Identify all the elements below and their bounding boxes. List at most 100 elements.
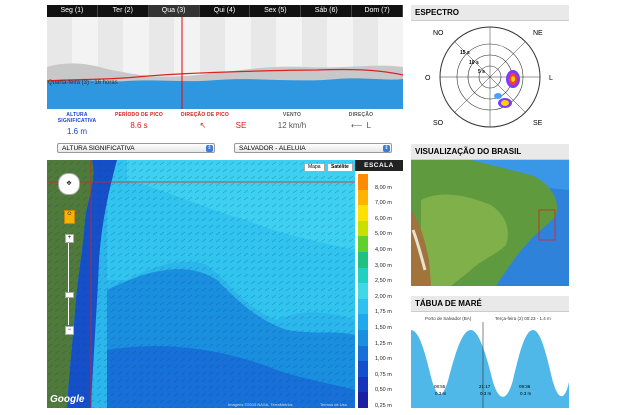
scale-swatch [358, 220, 368, 237]
scale-label: 8,00 m [375, 184, 392, 191]
zoom-slider-track[interactable] [68, 243, 69, 325]
scale-label: 1,75 m [375, 309, 392, 316]
scale-row: 8,00 m [355, 174, 403, 191]
stat-item: PERÍODO DE PICO 8.6 s [109, 112, 169, 130]
scale-label: 1,00 m [375, 356, 392, 363]
scale-row: 5,00 m [355, 220, 403, 238]
stat-item: DIREÇÃO ⟵ L [331, 112, 391, 130]
map-type-satellite[interactable]: Satélite [327, 163, 353, 172]
location-select[interactable]: SALVADOR - ALELUIA ⇕ [234, 143, 392, 153]
pan-arrows-icon: ✥ [66, 181, 72, 187]
tide-port: Porto de Salvador (BA) [425, 316, 472, 321]
zoom-slider-handle[interactable] [65, 292, 74, 298]
dir-label-ne: NE [533, 30, 543, 37]
tide-curve-area [411, 330, 569, 408]
scale-row: 1,75 m [355, 298, 403, 316]
day-tab[interactable]: Sáb (6) [301, 5, 353, 17]
brasil-overview-map[interactable] [411, 160, 569, 286]
stat-value: 1.6 m [47, 127, 107, 136]
scale-swatch [358, 314, 368, 330]
scale-row: 0,50 m [355, 376, 403, 393]
brasil-title: VISUALIZAÇÃO DO BRASIL [411, 144, 569, 160]
stat-value-text: 1.6 m [66, 127, 87, 136]
scale-swatch [358, 189, 368, 206]
cursor-time-label: Quarta-feira (3) - 16 horas [48, 80, 118, 86]
scale-row: 0,25 m [355, 392, 403, 409]
day-tab[interactable]: Ter (2) [98, 5, 149, 17]
ring-label-5: 5 s [478, 69, 485, 75]
scale-row: 4,00 m [355, 236, 403, 253]
scale-swatch [358, 298, 368, 315]
map-pan-control[interactable]: ✥ [58, 173, 80, 195]
scale-swatch [358, 283, 368, 299]
day-tab[interactable]: Sex (5) [250, 5, 302, 17]
scale-swatch [358, 376, 368, 393]
tide-low-3-time: 09:36 [519, 384, 531, 389]
scale-label: 6,00 m [375, 215, 392, 222]
stat-value: SE [211, 121, 271, 130]
scale-row: 0,75 m [355, 361, 403, 378]
day-tab[interactable]: Seg (1) [47, 5, 98, 17]
location-select-value: SALVADOR - ALELUIA [239, 145, 306, 152]
scale-label: 7,00 m [375, 200, 392, 207]
scale-label: 5,00 m [375, 231, 392, 238]
scale-label: 2,50 m [375, 278, 392, 285]
stat-label: VENTO [282, 112, 302, 118]
scale-label: 3,00 m [375, 262, 392, 269]
week-day-bar: Seg (1) Ter (2) Qua (3) Qui (4) Sex (5) Sáb (… [47, 5, 404, 17]
spectrum-polar-chart: NO NE O L SO SE 15 s 10 s 5 s [411, 21, 569, 137]
arrow-icon: ↖ [199, 121, 207, 130]
variable-select-value: ALTURA SIGNIFICATIVA [62, 145, 135, 152]
chevron-down-icon: ⇕ [383, 145, 390, 152]
wave-height-area [47, 78, 403, 109]
zoom-in-button[interactable]: + [65, 234, 74, 243]
stat-value-text: 12 km/h [277, 121, 307, 130]
scale-swatch [358, 236, 368, 252]
forecast-stats: ALTURA SIGNIFICATIVA 1.6 m PERÍODO DE PICO… [47, 112, 403, 138]
scale-title: ESCALA [355, 160, 403, 171]
forecast-chart[interactable] [47, 17, 403, 109]
zoom-out-button[interactable]: − [65, 326, 74, 335]
tide-low-1-val: 0.3 m [435, 391, 447, 396]
dir-label-se: SE [533, 120, 543, 127]
scale-label: 1,25 m [375, 340, 392, 347]
ring-label-10: 10 s [469, 60, 479, 66]
scale-row: 1,00 m [355, 345, 403, 363]
scale-row: 2,50 m [355, 267, 403, 285]
tide-date: Terça-feira (2) 00:23 - 1.4 m [495, 316, 551, 321]
tide-title: TÁBUA DE MARÉ [411, 296, 569, 312]
dir-label-so: SO [433, 120, 444, 127]
stat-value-text: L [366, 121, 371, 130]
chevron-down-icon: ⇕ [206, 145, 213, 152]
stat-value: ↖ [175, 121, 235, 130]
minus-icon: − [67, 327, 72, 333]
tide-day-1: Segunda-feira [421, 332, 459, 338]
variable-select[interactable]: ALTURA SIGNIFICATIVA ⇕ [57, 143, 215, 153]
map-type-map[interactable]: Mapa [304, 163, 325, 172]
stat-item: DIREÇÃO DE PICO ↖ [175, 112, 235, 130]
scale-row: 3,00 m [355, 252, 403, 269]
day-tab[interactable]: Qua (3) [148, 5, 200, 17]
terms-link[interactable]: Termos de Uso [320, 402, 347, 407]
stat-value: ⟵ L [331, 121, 391, 130]
tide-low-3-val: 0.3 m [520, 391, 532, 396]
wave-map[interactable] [47, 160, 355, 408]
scale-label: 1,50 m [375, 324, 392, 331]
day-tab[interactable]: Qui (4) [200, 5, 251, 17]
stat-item: ALTURA SIGNIFICATIVA 1.6 m [47, 112, 107, 136]
scale-row: 1,50 m [355, 314, 403, 331]
dir-label-l: L [549, 75, 553, 82]
google-logo: Google [50, 394, 85, 405]
scale-label: 4,00 m [375, 246, 392, 253]
scale-swatch [358, 174, 368, 190]
street-view-pegman[interactable]: ☺ [64, 210, 75, 224]
scale-swatch [358, 392, 368, 408]
map-attribution: Imagens ©2015 NASA, TerraMetrics [228, 402, 293, 407]
scale-label: 0,75 m [375, 371, 392, 378]
brasil-view-box[interactable] [538, 209, 556, 241]
stat-label: DIREÇÃO DE PICO [180, 112, 229, 118]
day-tab[interactable]: Dom (7) [352, 5, 404, 17]
dir-label-no: NO [433, 30, 444, 37]
scale-row: 2,00 m [355, 283, 403, 300]
scale-swatch [358, 330, 368, 346]
